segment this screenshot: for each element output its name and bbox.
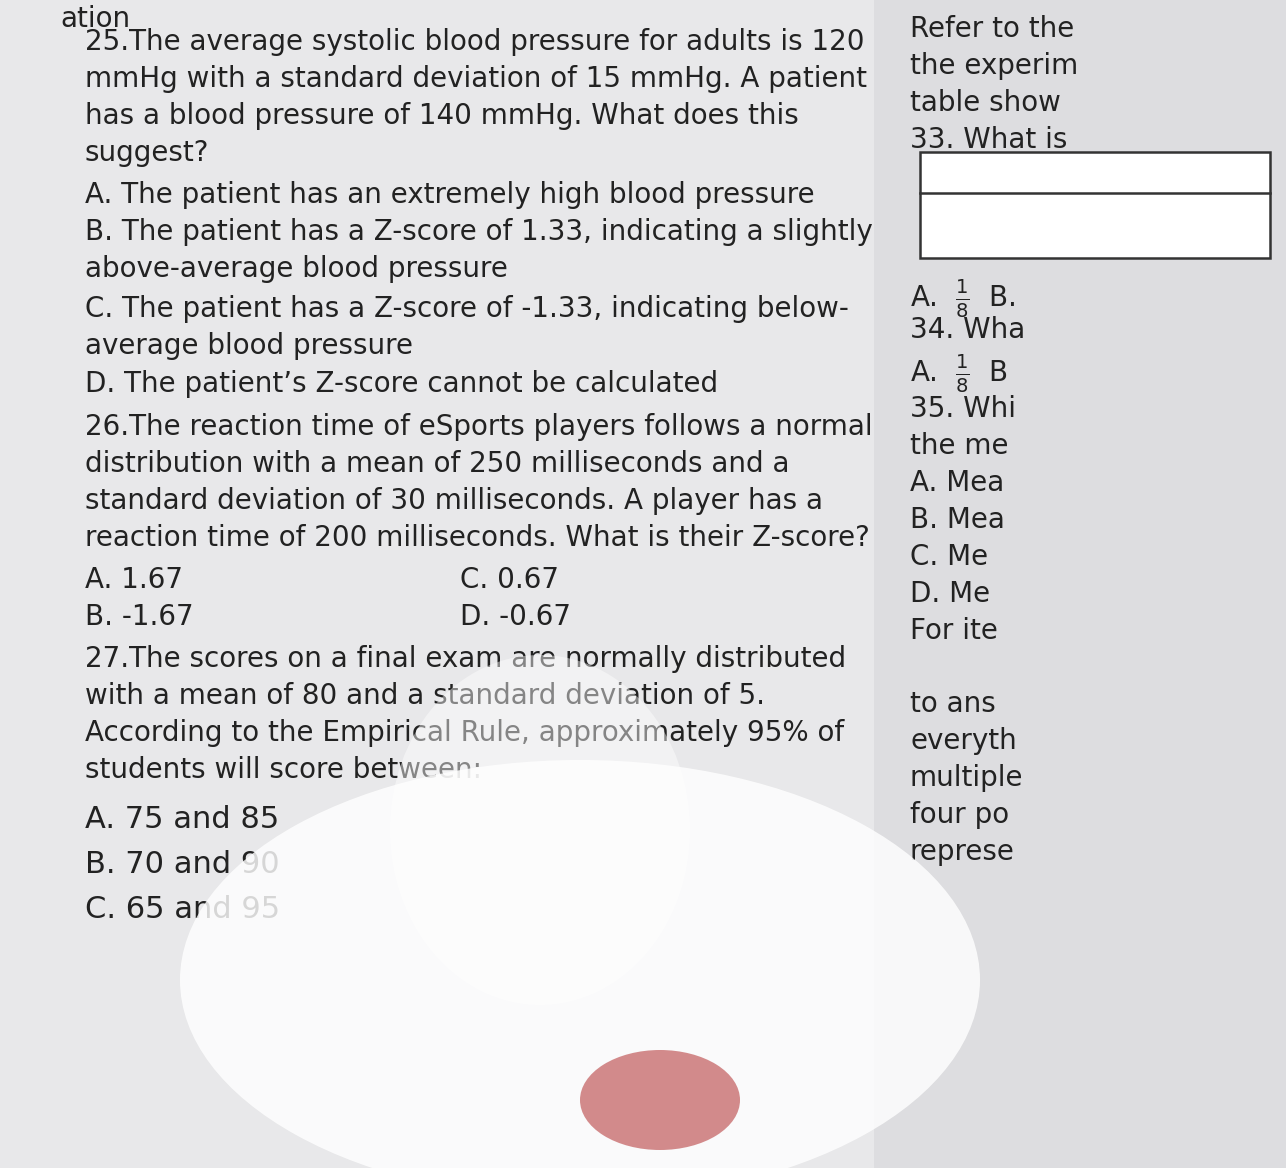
- Text: 35. Whi: 35. Whi: [910, 395, 1016, 423]
- Text: A. 1.67: A. 1.67: [85, 566, 183, 595]
- Ellipse shape: [390, 655, 691, 1004]
- Text: average blood pressure: average blood pressure: [85, 332, 413, 360]
- Text: For ite: For ite: [910, 617, 998, 645]
- Text: A. Mea: A. Mea: [910, 470, 1004, 498]
- Text: everyth: everyth: [910, 726, 1017, 755]
- Ellipse shape: [580, 1050, 739, 1150]
- Text: the experim: the experim: [910, 53, 1078, 79]
- Ellipse shape: [180, 760, 980, 1168]
- Text: C. 65 and 95: C. 65 and 95: [85, 895, 280, 924]
- Text: above-average blood pressure: above-average blood pressure: [85, 255, 508, 283]
- Text: suggest?: suggest?: [85, 139, 210, 167]
- Text: B. -1.67: B. -1.67: [85, 603, 194, 631]
- Text: B. Mea: B. Mea: [910, 506, 1004, 534]
- Text: According to the Empirical Rule, approximately 95% of: According to the Empirical Rule, approxi…: [85, 719, 844, 748]
- Bar: [874, 0, 1286, 1168]
- Text: B. 70 and 90: B. 70 and 90: [85, 850, 279, 880]
- Text: C. Me: C. Me: [910, 543, 988, 571]
- Text: C. The patient has a Z-score of -1.33, indicating below-: C. The patient has a Z-score of -1.33, i…: [85, 296, 849, 324]
- Text: to ans: to ans: [910, 690, 995, 718]
- Text: A.  $\frac{1}{8}$  B: A. $\frac{1}{8}$ B: [910, 353, 1008, 395]
- Text: has a blood pressure of 140 mmHg. What does this: has a blood pressure of 140 mmHg. What d…: [85, 102, 799, 130]
- Text: P(X): P(X): [940, 210, 997, 238]
- Text: 34. Wha: 34. Wha: [910, 317, 1025, 345]
- Bar: [919, 152, 1271, 258]
- Text: A.  $\frac{1}{8}$  B.: A. $\frac{1}{8}$ B.: [910, 278, 1016, 320]
- Text: represe: represe: [910, 837, 1015, 865]
- Text: the me: the me: [910, 432, 1008, 460]
- Text: C. 0.67: C. 0.67: [460, 566, 559, 595]
- Text: with a mean of 80 and a standard deviation of 5.: with a mean of 80 and a standard deviati…: [85, 682, 765, 710]
- Text: D. Me: D. Me: [910, 580, 990, 609]
- Text: 26.The reaction time of eSports players follows a normal: 26.The reaction time of eSports players …: [85, 413, 873, 442]
- Text: A. The patient has an extremely high blood pressure: A. The patient has an extremely high blo…: [85, 181, 814, 209]
- Text: students will score between:: students will score between:: [85, 756, 482, 784]
- Text: X: X: [940, 168, 959, 196]
- Text: D. -0.67: D. -0.67: [460, 603, 571, 631]
- Text: standard deviation of 30 milliseconds. A player has a: standard deviation of 30 milliseconds. A…: [85, 487, 823, 515]
- Text: 27.The scores on a final exam are normally distributed: 27.The scores on a final exam are normal…: [85, 645, 846, 673]
- Text: A. 75 and 85: A. 75 and 85: [85, 805, 279, 834]
- Text: multiple: multiple: [910, 764, 1024, 792]
- Text: table show: table show: [910, 89, 1061, 117]
- Text: 33. What is: 33. What is: [910, 126, 1067, 154]
- Text: B. The patient has a Z-score of 1.33, indicating a slightly: B. The patient has a Z-score of 1.33, in…: [85, 218, 873, 246]
- Text: Refer to the: Refer to the: [910, 15, 1074, 43]
- Text: ation: ation: [60, 5, 130, 33]
- Text: mmHg with a standard deviation of 15 mmHg. A patient: mmHg with a standard deviation of 15 mmH…: [85, 65, 867, 93]
- Text: 25.The average systolic blood pressure for adults is 120: 25.The average systolic blood pressure f…: [85, 28, 864, 56]
- Text: D. The patient’s Z-score cannot be calculated: D. The patient’s Z-score cannot be calcu…: [85, 370, 718, 398]
- Text: reaction time of 200 milliseconds. What is their Z-score?: reaction time of 200 milliseconds. What …: [85, 524, 869, 552]
- Text: distribution with a mean of 250 milliseconds and a: distribution with a mean of 250 millisec…: [85, 450, 790, 478]
- Text: four po: four po: [910, 801, 1010, 829]
